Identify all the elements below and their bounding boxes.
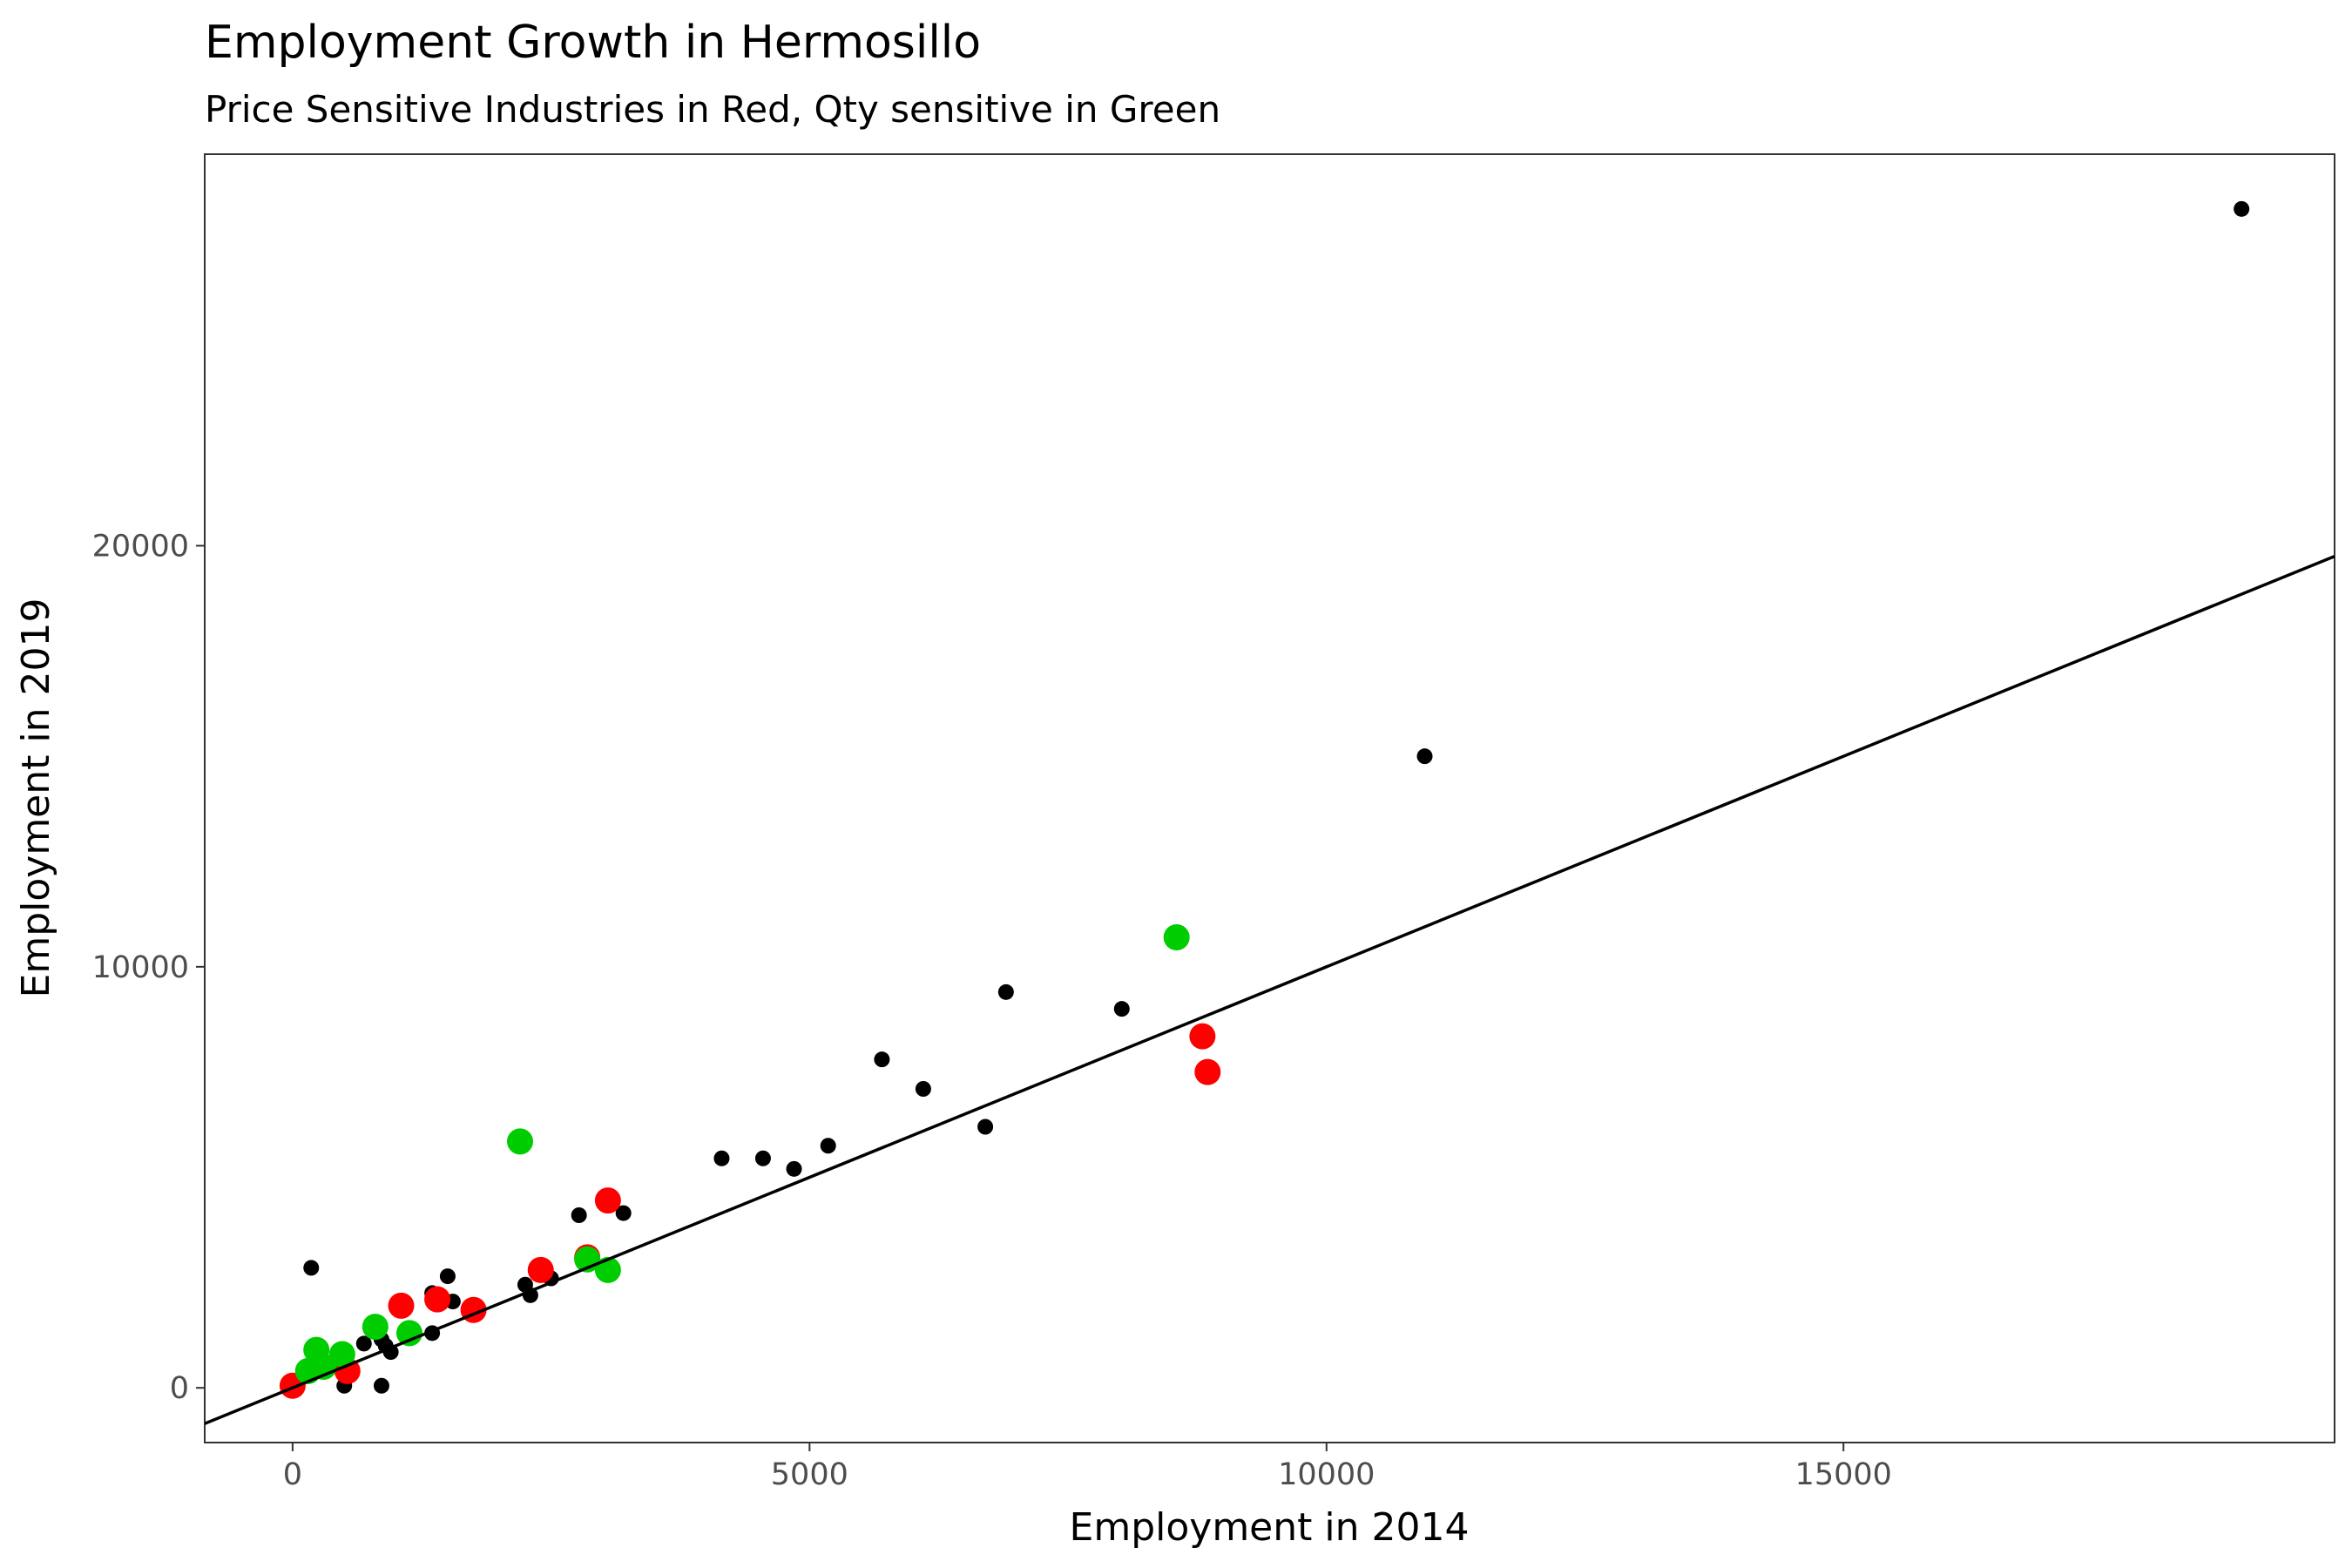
y-tick-label: 20000 <box>92 530 189 564</box>
qty_sensitive-series <box>294 924 1190 1384</box>
other-point <box>373 1377 389 1394</box>
chart-subtitle: Price Sensitive Industries in Red, Qty s… <box>205 88 1220 131</box>
plot-panel <box>204 153 2335 1443</box>
other-point <box>754 1150 771 1166</box>
axis-ticks: 0 5000 10000 15000 0 10000 20000 <box>92 530 1892 1493</box>
other-series <box>303 200 2250 1394</box>
other-point <box>915 1081 931 1097</box>
price_sensitive-point <box>1189 1023 1216 1050</box>
other-point <box>820 1138 836 1154</box>
x-axis-title: Employment in 2014 <box>1070 1505 1470 1550</box>
y-tick-label: 0 <box>170 1371 189 1406</box>
y-tick-label: 10000 <box>92 950 189 985</box>
x-tick-label: 5000 <box>771 1457 848 1492</box>
other-point <box>874 1051 890 1068</box>
other-point <box>439 1268 456 1285</box>
price_sensitive-point <box>594 1187 621 1214</box>
y-axis-title: Employment in 2019 <box>14 598 58 998</box>
other-point <box>2234 200 2250 217</box>
plot-content <box>204 200 2335 1425</box>
other-point <box>997 983 1014 1000</box>
x-tick-label: 0 <box>283 1457 302 1492</box>
qty_sensitive-point <box>362 1314 389 1341</box>
other-point <box>615 1205 632 1221</box>
other-point <box>1113 1001 1130 1017</box>
price_sensitive-point <box>388 1292 415 1319</box>
other-point <box>303 1260 320 1276</box>
qty_sensitive-point <box>328 1341 355 1368</box>
price_sensitive-series <box>279 1023 1221 1399</box>
other-point <box>1416 748 1433 765</box>
reference-line <box>204 554 2335 1425</box>
other-point <box>355 1335 372 1352</box>
qty_sensitive-point <box>396 1320 423 1347</box>
x-tick-label: 10000 <box>1278 1457 1375 1492</box>
other-point <box>571 1207 587 1223</box>
price_sensitive-point <box>527 1256 554 1283</box>
price_sensitive-point <box>1194 1058 1221 1085</box>
price_sensitive-point <box>424 1286 451 1313</box>
other-point <box>977 1119 994 1135</box>
qty_sensitive-point <box>1163 924 1190 950</box>
qty_sensitive-point <box>507 1128 534 1155</box>
chart-title: Employment Growth in Hermosillo <box>205 17 981 69</box>
other-point <box>786 1160 802 1177</box>
x-tick-label: 15000 <box>1795 1457 1892 1492</box>
other-point <box>713 1150 730 1166</box>
